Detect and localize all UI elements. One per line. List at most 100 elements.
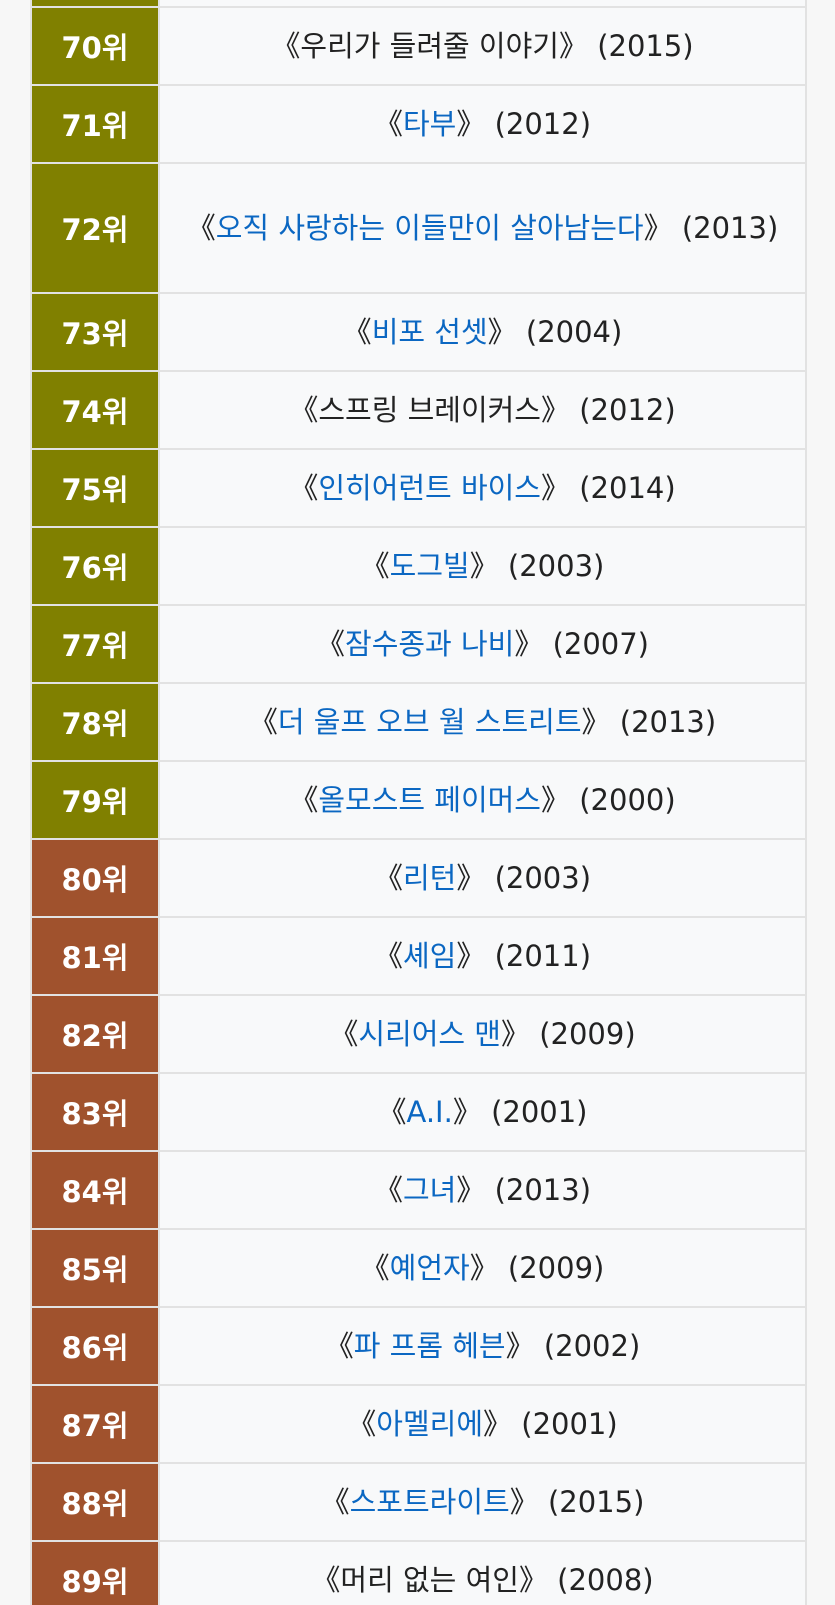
rank-cell: 87위 [30,1384,160,1464]
rank-cell: 72위 [30,162,160,294]
film-title-link[interactable]: 그녀 [402,1173,457,1207]
film-year: (2015) [547,1485,645,1519]
open-bracket: 《 [311,1563,341,1597]
film-title-cell: 《비포 선셋》 (2004) [158,292,807,372]
close-bracket: 》 [500,1017,530,1051]
rank-cell: 86위 [30,1306,160,1386]
open-bracket: 《 [373,107,403,141]
close-bracket: 》 [509,1485,539,1519]
film-title-link[interactable]: 예언자 [389,1251,470,1285]
film-title-link[interactable]: 올모스트 페이머스 [318,783,541,817]
open-bracket: 《 [329,1017,359,1051]
rank-cell: 89위 [30,1540,160,1605]
film-title-link[interactable]: 더 울프 오브 월 스트리트 [277,705,582,739]
film-title-cell: 《예언자》 (2009) [158,1228,807,1308]
film-title-cell: 《시리어스 맨》 (2009) [158,994,807,1074]
close-bracket: 》 [487,315,517,349]
open-bracket: 《 [289,393,319,427]
film-year: (2000) [579,783,676,817]
close-bracket: 》 [518,1563,548,1597]
film-title-cell: 《그녀》 (2013) [158,1150,807,1230]
film-year: (2001) [521,1407,618,1441]
film-title-cell: 《A.I.》 (2001) [158,1072,807,1152]
open-bracket: 《 [320,1485,350,1519]
film-year: (2015) [597,29,694,63]
film-year: (2002) [543,1329,641,1363]
table-body: 70위 《우리가 들려줄 이야기》 (2015) 71위 《타부》 (2012) 72위… [30,0,807,1605]
rank-cell: 81위 [30,916,160,996]
film-title-link[interactable]: 인히어런트 바이스 [318,471,541,505]
film-title-link[interactable]: 리턴 [402,861,457,895]
rank-cell: 70위 [30,6,160,86]
film-title-link[interactable]: 잠수종과 나비 [345,627,515,661]
film-year: (2013) [681,211,779,245]
film-year: (2013) [619,705,717,739]
film-year: (2003) [507,549,605,583]
film-title-cell: 《오직 사랑하는 이들만이 살아남는다》 (2013) [158,162,807,294]
rank-cell: 84위 [30,1150,160,1230]
close-bracket: 》 [581,705,611,739]
open-bracket: 《 [373,1173,403,1207]
table-row: 76위 《도그빌》 (2003) [30,526,807,606]
open-bracket: 《 [377,1095,407,1129]
close-bracket: 》 [541,783,571,817]
table-row: 77위 《잠수종과 나비》 (2007) [30,604,807,684]
close-bracket: 》 [558,29,588,63]
open-bracket: 《 [186,211,216,245]
film-title-cell: 《머리 없는 여인》 (2008) [158,1540,807,1605]
film-title-link[interactable]: 타부 [402,107,457,141]
open-bracket: 《 [360,1251,390,1285]
film-title-cell: 《올모스트 페이머스》 (2000) [158,760,807,840]
film-title-link[interactable]: 셰임 [402,939,457,973]
film-title-cell [158,0,807,8]
open-bracket: 《 [324,1329,354,1363]
table-row: 79위 《올모스트 페이머스》 (2000) [30,760,807,840]
table-row: 75위 《인히어런트 바이스》 (2014) [30,448,807,528]
close-bracket: 》 [469,1251,499,1285]
film-year: (2003) [494,861,592,895]
table-row: 82위 《시리어스 맨》 (2009) [30,994,807,1074]
close-bracket: 》 [456,107,486,141]
film-title-link[interactable]: 아멜리에 [376,1407,484,1441]
close-bracket: 》 [643,211,673,245]
film-year: (2007) [552,627,649,661]
film-title-link[interactable]: 오직 사랑하는 이들만이 살아남는다 [215,211,644,245]
film-title-link[interactable]: 시리어스 맨 [358,1017,501,1051]
film-title-link[interactable]: 도그빌 [389,549,470,583]
film-year: (2001) [491,1095,588,1129]
film-title-cell: 《우리가 들려줄 이야기》 (2015) [158,6,807,86]
film-title-link[interactable]: 파 프롬 헤븐 [353,1329,506,1363]
table-row: 80위 《리턴》 (2003) [30,838,807,918]
film-title-link[interactable]: 스포트라이트 [349,1485,510,1519]
table-row: 78위 《더 울프 오브 월 스트리트》 (2013) [30,682,807,762]
open-bracket: 《 [373,939,403,973]
open-bracket: 《 [248,705,278,739]
close-bracket: 》 [541,471,571,505]
film-year: (2009) [539,1017,636,1051]
film-title-cell: 《리턴》 (2003) [158,838,807,918]
table-row: 81위 《셰임》 (2011) [30,916,807,996]
film-title-cell: 《파 프롬 헤븐》 (2002) [158,1306,807,1386]
close-bracket: 》 [456,939,486,973]
rank-cell [30,0,160,8]
film-title-cell: 《타부》 (2012) [158,84,807,164]
open-bracket: 《 [271,29,301,63]
close-bracket: 》 [456,1173,486,1207]
film-year: (2014) [579,471,676,505]
film-title-cell: 《스프링 브레이커스》 (2012) [158,370,807,450]
rank-cell: 80위 [30,838,160,918]
film-title-text: 스프링 브레이커스 [318,393,541,427]
rank-cell: 74위 [30,370,160,450]
close-bracket: 》 [456,861,486,895]
film-year: (2013) [494,1173,592,1207]
film-ranking-table: 70위 《우리가 들려줄 이야기》 (2015) 71위 《타부》 (2012) 72위… [30,0,807,1605]
close-bracket: 》 [483,1407,513,1441]
table-row: 73위 《비포 선셋》 (2004) [30,292,807,372]
film-title-cell: 《아멜리에》 (2001) [158,1384,807,1464]
film-title-link[interactable]: A.I. [406,1095,453,1129]
rank-cell: 71위 [30,84,160,164]
open-bracket: 《 [360,549,390,583]
film-title-link[interactable]: 비포 선셋 [371,315,488,349]
rank-cell: 77위 [30,604,160,684]
open-bracket: 《 [316,627,346,661]
